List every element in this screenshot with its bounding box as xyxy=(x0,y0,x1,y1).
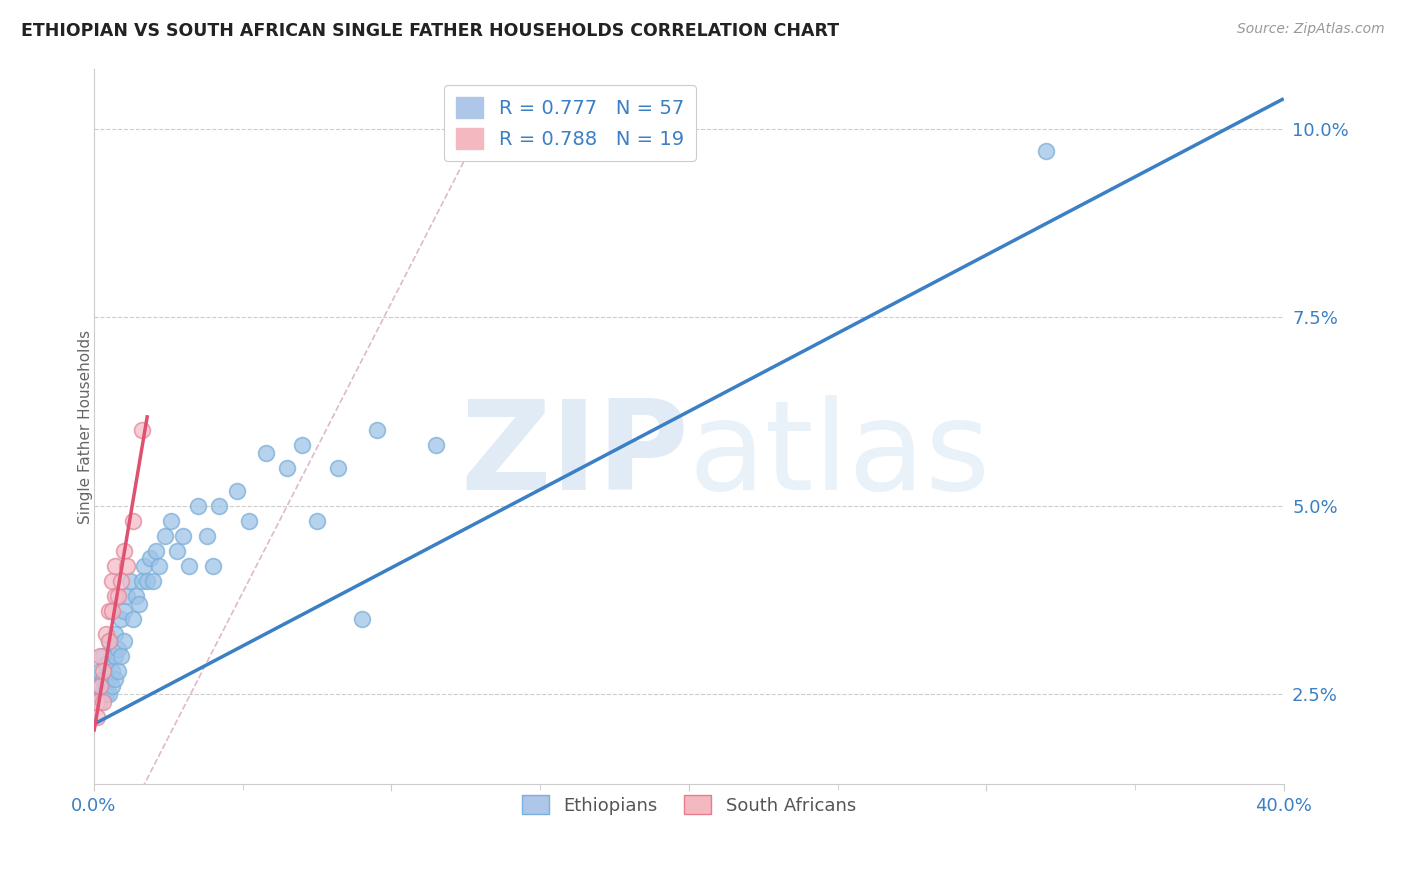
Point xyxy=(238,514,260,528)
Point xyxy=(128,597,150,611)
Point xyxy=(89,665,111,679)
Point xyxy=(305,514,328,528)
Point xyxy=(115,589,138,603)
Point xyxy=(89,680,111,694)
Point xyxy=(91,687,114,701)
Point xyxy=(179,558,201,573)
Point xyxy=(91,649,114,664)
Point xyxy=(136,574,159,588)
Point xyxy=(208,499,231,513)
Point xyxy=(100,574,122,588)
Point xyxy=(86,687,108,701)
Point xyxy=(166,544,188,558)
Text: Source: ZipAtlas.com: Source: ZipAtlas.com xyxy=(1237,22,1385,37)
Point xyxy=(425,438,447,452)
Point xyxy=(97,634,120,648)
Point xyxy=(110,574,132,588)
Point xyxy=(110,612,132,626)
Point xyxy=(91,665,114,679)
Point xyxy=(172,529,194,543)
Point xyxy=(131,423,153,437)
Text: ETHIOPIAN VS SOUTH AFRICAN SINGLE FATHER HOUSEHOLDS CORRELATION CHART: ETHIOPIAN VS SOUTH AFRICAN SINGLE FATHER… xyxy=(21,22,839,40)
Point xyxy=(121,514,143,528)
Point xyxy=(94,672,117,686)
Point xyxy=(256,446,278,460)
Point xyxy=(124,589,146,603)
Point xyxy=(91,672,114,686)
Point xyxy=(104,558,127,573)
Point xyxy=(97,604,120,618)
Point xyxy=(201,558,224,573)
Point xyxy=(104,589,127,603)
Point xyxy=(100,665,122,679)
Point xyxy=(94,657,117,671)
Legend: Ethiopians, South Africans: Ethiopians, South Africans xyxy=(510,784,868,825)
Point xyxy=(104,626,127,640)
Point xyxy=(291,438,314,452)
Text: atlas: atlas xyxy=(689,394,991,516)
Point xyxy=(118,574,141,588)
Point xyxy=(97,672,120,686)
Point xyxy=(97,687,120,701)
Point xyxy=(131,574,153,588)
Point xyxy=(155,529,177,543)
Point xyxy=(112,634,135,648)
Point xyxy=(350,612,373,626)
Point xyxy=(107,589,129,603)
Point xyxy=(366,423,388,437)
Point xyxy=(100,604,122,618)
Point xyxy=(86,694,108,708)
Point xyxy=(160,514,183,528)
Point xyxy=(121,612,143,626)
Point xyxy=(142,574,165,588)
Point xyxy=(107,641,129,656)
Point xyxy=(110,649,132,664)
Y-axis label: Single Father Households: Single Father Households xyxy=(79,329,93,524)
Point xyxy=(91,694,114,708)
Point xyxy=(89,680,111,694)
Point xyxy=(97,634,120,648)
Point xyxy=(148,558,170,573)
Point xyxy=(145,544,167,558)
Point xyxy=(112,604,135,618)
Point xyxy=(86,709,108,723)
Point xyxy=(225,483,247,498)
Point xyxy=(94,687,117,701)
Point xyxy=(326,461,349,475)
Point xyxy=(107,665,129,679)
Point xyxy=(187,499,209,513)
Point xyxy=(104,672,127,686)
Point xyxy=(112,544,135,558)
Point xyxy=(134,558,156,573)
Point xyxy=(139,551,162,566)
Point xyxy=(89,649,111,664)
Point xyxy=(276,461,298,475)
Point xyxy=(104,649,127,664)
Point xyxy=(89,694,111,708)
Point xyxy=(100,680,122,694)
Point xyxy=(1035,145,1057,159)
Point xyxy=(94,626,117,640)
Point xyxy=(86,680,108,694)
Point xyxy=(195,529,218,543)
Point xyxy=(115,558,138,573)
Text: ZIP: ZIP xyxy=(460,394,689,516)
